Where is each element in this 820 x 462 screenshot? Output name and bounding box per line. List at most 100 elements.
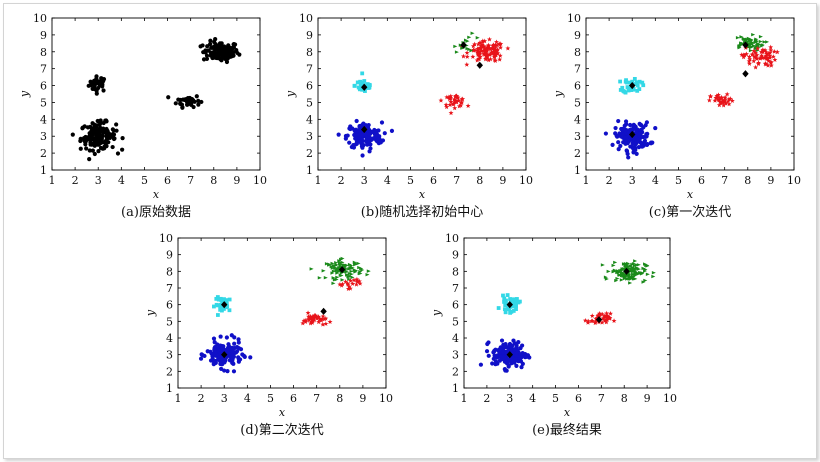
x-tick-label: 3 [95, 174, 102, 187]
x-tick-label: 8 [336, 392, 343, 405]
data-point [477, 45, 483, 50]
panel-caption: (b)随机选择初始中心 [361, 205, 483, 220]
y-tick-label: 7 [306, 63, 313, 76]
data-point [625, 85, 630, 90]
data-point [746, 54, 752, 59]
data-point [500, 349, 505, 355]
panel-caption: (a)原始数据 [121, 205, 191, 220]
data-point [218, 361, 223, 367]
data-point [762, 61, 768, 66]
data-point [80, 125, 85, 130]
data-point [203, 48, 208, 53]
data-point [648, 141, 654, 146]
x-tick-label: 1 [315, 174, 322, 187]
data-point [758, 34, 763, 39]
x-tick-label: 5 [267, 392, 274, 405]
data-point [498, 354, 504, 360]
data-point [476, 50, 481, 55]
data-point [486, 57, 492, 63]
data-point [632, 123, 637, 128]
data-point [484, 55, 490, 60]
y-tick-label: 6 [574, 80, 581, 93]
data-point [189, 97, 195, 102]
data-point [634, 127, 639, 132]
y-tick-label: 6 [40, 80, 47, 93]
data-point [465, 46, 470, 51]
data-point [92, 83, 97, 89]
y-tick-label: 1 [306, 164, 313, 177]
panel-3: 1 2 3 4 5 6 7 8 9 10 1 2 3 4 5 6 7 8 9 10 x y (c)第一次迭代 [552, 12, 801, 220]
data-point [630, 141, 635, 146]
x-tick-label: 2 [483, 392, 490, 405]
data-point [766, 50, 772, 56]
data-point [347, 262, 352, 267]
data-point [100, 146, 105, 151]
data-point [618, 273, 623, 277]
y-tick-label: 2 [166, 365, 173, 378]
data-point [743, 51, 749, 57]
data-point [300, 320, 306, 326]
x-tick-label: 3 [221, 392, 228, 405]
data-point [453, 99, 459, 105]
data-point [490, 46, 496, 51]
x-axis-label: x [419, 188, 426, 201]
data-point [320, 313, 326, 319]
data-point [498, 45, 503, 50]
cluster-center [460, 41, 467, 49]
x-tick-label: 7 [313, 392, 320, 405]
data-point [348, 278, 354, 283]
data-point [713, 95, 719, 101]
data-point [717, 99, 723, 104]
data-point [502, 359, 507, 364]
y-tick-label: 7 [166, 282, 173, 295]
data-point [352, 83, 357, 88]
data-point [235, 50, 240, 56]
data-point [191, 104, 196, 110]
data-point [216, 55, 221, 60]
data-point [336, 132, 341, 137]
x-tick-label: 8 [476, 174, 483, 187]
data-point [611, 263, 616, 268]
x-tick-label: 10 [519, 174, 533, 187]
data-point [446, 94, 452, 100]
data-point [227, 346, 232, 352]
data-point [628, 137, 633, 142]
data-point [623, 262, 628, 266]
data-point [759, 53, 765, 58]
data-point [345, 273, 350, 277]
data-point [511, 309, 516, 313]
data-point [323, 276, 328, 280]
data-point [490, 49, 496, 54]
data-point [638, 122, 644, 128]
y-tick-label: 8 [452, 265, 459, 278]
data-point [492, 57, 498, 63]
data-point [218, 302, 223, 307]
data-point [477, 40, 483, 45]
data-point [347, 271, 352, 276]
x-tick-label: 6 [290, 392, 297, 405]
data-point [102, 130, 107, 135]
x-tick-label: 10 [379, 392, 393, 405]
data-point [746, 58, 752, 64]
data-point [331, 264, 336, 268]
data-point [448, 99, 454, 104]
data-point [599, 311, 605, 317]
x-tick-label: 5 [675, 174, 682, 187]
data-point [496, 306, 501, 310]
data-point [373, 132, 379, 137]
data-point [492, 42, 498, 48]
data-point [626, 261, 631, 266]
y-tick-label: 5 [40, 96, 47, 109]
data-point [213, 47, 218, 52]
data-point [739, 35, 744, 39]
y-tick-label: 5 [452, 315, 459, 328]
data-point [627, 266, 632, 271]
data-point [483, 56, 489, 62]
data-point [514, 363, 519, 369]
data-point [452, 98, 458, 103]
data-point [389, 128, 395, 133]
data-point [337, 259, 342, 263]
data-point [470, 31, 475, 35]
cluster-center [742, 70, 749, 78]
data-point [120, 135, 125, 141]
